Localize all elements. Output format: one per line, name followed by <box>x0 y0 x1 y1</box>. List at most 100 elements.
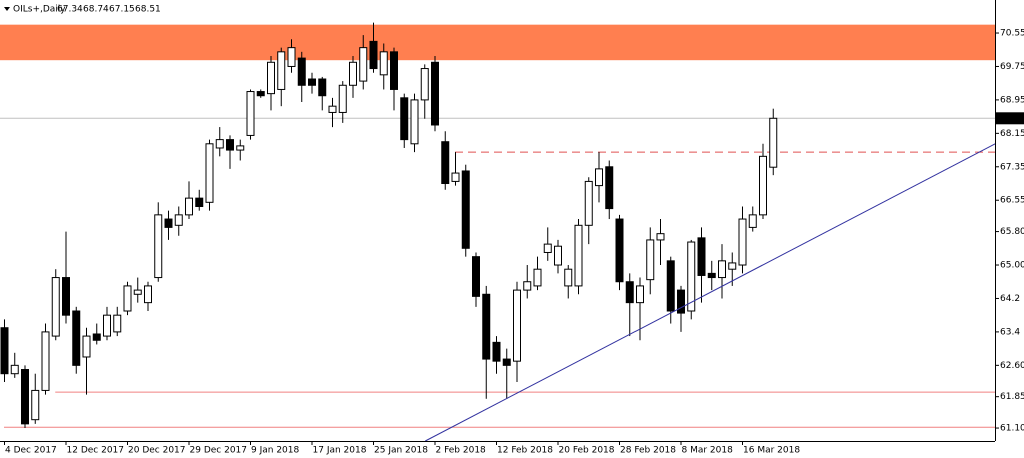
y-tick-label: 61.85 <box>1000 392 1024 402</box>
trendline <box>425 143 996 442</box>
y-tick-label: 66.55 <box>1000 196 1024 206</box>
bear-candle-body <box>502 358 511 366</box>
bear-candle-body <box>62 277 70 316</box>
bear-candle-body <box>666 260 675 312</box>
bear-candle-body <box>195 197 204 207</box>
bull-candle-body <box>174 214 183 226</box>
bull-candle-body <box>328 105 337 113</box>
bull-candle-body <box>379 51 388 76</box>
symbol: OILs+,Daily <box>13 5 66 15</box>
bear-candle-body <box>431 61 439 126</box>
bull-candle-body <box>513 289 521 362</box>
bear-candle-body <box>92 333 101 341</box>
x-tick-label: 9 Jan 2018 <box>251 446 299 456</box>
bull-candle-body <box>769 117 778 168</box>
price-tag <box>996 112 1024 125</box>
x-tick-label: 25 Jan 2018 <box>374 446 428 456</box>
price-tag-label: 68.51 <box>999 114 1024 124</box>
resistance-zone <box>0 24 995 61</box>
y-tick-label: 61.10 <box>1000 424 1024 434</box>
x-tick-label: 12 Dec 2017 <box>67 446 125 456</box>
bull-candle-body <box>236 145 245 151</box>
bull-candle-body <box>636 285 644 304</box>
bear-candle-body <box>461 170 470 249</box>
bear-candle-body <box>697 237 706 276</box>
bull-candle-body <box>759 155 767 216</box>
bull-candle-body <box>287 47 296 67</box>
bull-candle-body <box>451 172 460 182</box>
bull-candle-body <box>123 285 132 312</box>
bull-candle-body <box>523 281 532 291</box>
bull-candle-body <box>215 139 224 149</box>
bull-candle-body <box>574 224 583 287</box>
bear-candle-body <box>308 78 316 86</box>
header-high: 68.74 <box>83 5 109 15</box>
bull-candle-body <box>595 168 603 187</box>
x-tick-label: 8 Mar 2018 <box>682 446 734 456</box>
bull-candle-body <box>246 91 255 136</box>
bull-candle-body <box>718 260 726 279</box>
header-low: 67.15 <box>109 5 135 15</box>
x-tick-label: 17 Jan 2018 <box>313 446 367 456</box>
y-tick-label: 64.2 <box>1000 294 1020 304</box>
bull-candle-body <box>656 233 665 241</box>
bear-candle-body <box>21 369 29 425</box>
bear-candle-body <box>441 141 450 185</box>
bull-candle-body <box>103 314 111 337</box>
bull-candle-body <box>267 61 275 95</box>
bull-candle-body <box>687 241 696 312</box>
x-tick-label: 29 Dec 2017 <box>190 446 248 456</box>
bull-candle-body <box>205 143 214 203</box>
bull-candle-body <box>133 289 142 295</box>
bear-candle-body <box>297 57 306 86</box>
header-open: 67.34 <box>57 5 83 15</box>
bear-candle-body <box>72 310 81 366</box>
bull-candle-body <box>144 285 152 304</box>
bull-candle-body <box>728 262 737 270</box>
x-tick-label: 20 Dec 2017 <box>128 446 186 456</box>
menu-arrow[interactable] <box>4 7 10 11</box>
x-tick-label: 20 Feb 2018 <box>559 446 615 456</box>
x-tick-label: 16 Mar 2018 <box>743 446 800 456</box>
bear-candle-body <box>605 166 614 210</box>
y-tick-label: 63.4 <box>1000 327 1020 337</box>
y-tick-label: 65.00 <box>1000 261 1024 271</box>
bull-candle-body <box>51 277 60 337</box>
bull-candle-body <box>584 180 593 226</box>
bear-candle-body <box>164 218 173 228</box>
bull-candle-body <box>277 51 286 90</box>
y-tick-label: 69.75 <box>1000 62 1024 72</box>
bull-candle-body <box>41 331 50 391</box>
bear-candle-body <box>226 139 234 151</box>
header-close: 68.51 <box>135 5 161 15</box>
bear-candle-body <box>482 293 491 360</box>
bull-candle-body <box>564 268 573 287</box>
bull-candle-body <box>113 314 122 333</box>
y-tick-label: 68.95 <box>1000 95 1024 105</box>
bear-candle-body <box>625 281 634 304</box>
x-tick-label: 4 Dec 2017 <box>5 446 57 456</box>
bear-candle-body <box>390 51 398 90</box>
x-tick-label: 28 Feb 2018 <box>620 446 676 456</box>
bear-candle-body <box>369 40 378 70</box>
bull-candle-body <box>646 239 655 281</box>
x-tick-label: 2 Feb 2018 <box>436 446 487 456</box>
bull-candle-body <box>410 99 419 145</box>
bear-candle-body <box>677 289 685 314</box>
bear-candle-body <box>0 327 9 375</box>
bull-candle-body <box>10 364 19 375</box>
bull-candle-body <box>82 335 91 358</box>
x-tick-label: 12 Feb 2018 <box>497 446 553 456</box>
bull-candle-body <box>185 197 193 216</box>
bear-candle-body <box>400 97 409 141</box>
bull-candle-body <box>543 243 552 253</box>
bull-candle-body <box>154 214 163 279</box>
plot <box>0 22 996 442</box>
y-tick-label: 70.55 <box>1000 29 1024 39</box>
bull-candle-body <box>420 68 429 101</box>
bull-candle-body <box>748 214 757 228</box>
y-tick-label: 62.60 <box>1000 361 1024 371</box>
bear-candle-body <box>318 78 327 97</box>
